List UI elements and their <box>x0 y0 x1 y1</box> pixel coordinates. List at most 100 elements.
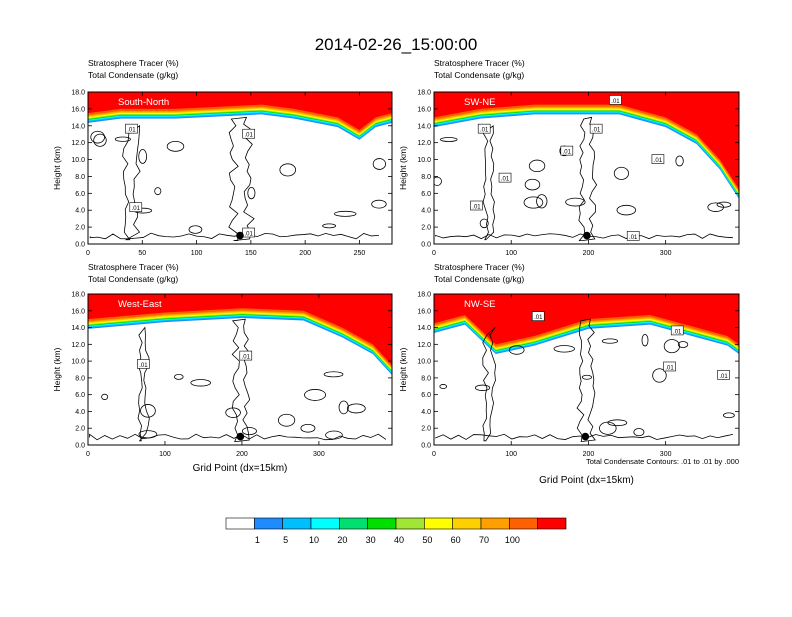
colorbar-label: 40 <box>394 535 404 545</box>
contour-blob <box>247 186 256 200</box>
contour-label-box <box>531 311 545 321</box>
contour-label: .01 <box>242 355 251 361</box>
contour-label-box <box>470 200 483 211</box>
x-tick-label: 100 <box>191 250 203 257</box>
contour-blob <box>474 384 491 391</box>
contour-blob <box>528 159 546 173</box>
y-tick-label: 2.0 <box>75 225 85 232</box>
y-tick-label: 14.0 <box>417 325 431 332</box>
panel-sw-ne: .01 .01 .01 .01 .01 .01 .01 .01 0.0 2.0 4.0 6.0 8.0 1… <box>398 58 740 257</box>
panel-title-line1: Stratosphere Tracer (%) <box>88 58 179 68</box>
contour-label-box <box>242 128 255 139</box>
y-tick-label: 4.0 <box>421 409 431 416</box>
y-tick-label: 18.0 <box>417 292 431 299</box>
colorbar-swatch <box>310 517 340 530</box>
y-tick-label: 2.0 <box>421 225 431 232</box>
contour-label: .01 <box>629 235 638 241</box>
location-marker <box>236 231 244 240</box>
y-tick-label: 10.0 <box>417 359 431 366</box>
contour-blob <box>173 374 184 380</box>
contour-lowlevel <box>89 433 387 441</box>
condensate-contours <box>435 318 735 443</box>
contour-column <box>578 116 598 242</box>
y-tick-label: 10.0 <box>417 157 431 164</box>
condensate-contours <box>89 116 387 242</box>
colorbar-swatch <box>254 517 283 530</box>
y-tick-label: 18.0 <box>71 292 85 299</box>
contour-label-box <box>239 350 253 361</box>
contour-blob <box>565 197 586 207</box>
contour-blob <box>304 389 327 401</box>
y-tick-label: 14.0 <box>417 123 431 130</box>
contour-label-box <box>626 231 640 241</box>
tracer-field <box>434 294 739 443</box>
contour-blob <box>479 218 489 229</box>
contour-blob <box>633 428 645 437</box>
tracer-field <box>88 294 392 443</box>
contour-blob <box>652 368 667 383</box>
panel-title-line2: Total Condensate (g/kg) <box>88 70 178 80</box>
y-tick-label: 12.0 <box>71 342 85 349</box>
contour-blob <box>536 194 548 209</box>
y-tick-label: 16.0 <box>71 106 85 113</box>
colorbar-swatch <box>282 517 312 530</box>
y-axis-label: Height (km) <box>398 347 408 391</box>
contour-blob <box>371 199 387 209</box>
contour-blob <box>241 427 257 436</box>
y-tick-label: 16.0 <box>71 308 85 315</box>
contour-blob <box>93 133 107 147</box>
panel-west-east: .01 .01 0.0 2.0 4.0 6.0 8.0 10.0 12.0 14.0 16.0 18.… <box>52 262 393 474</box>
y-tick-label: 6.0 <box>75 191 85 198</box>
contour-label: .01 <box>534 315 543 321</box>
x-tick-label: 50 <box>138 250 146 257</box>
tracer-band <box>88 294 392 366</box>
contour-label-box <box>609 95 622 105</box>
colorbar-swatch <box>537 517 567 530</box>
condensate-contours <box>89 318 387 443</box>
contour-blob <box>616 204 637 216</box>
y-axis-label: Height (km) <box>52 347 62 391</box>
contour-blob <box>140 404 156 418</box>
x-tick-label: 200 <box>236 451 248 458</box>
y-tick-label: 12.0 <box>71 140 85 147</box>
colorbar-label: 50 <box>422 535 432 545</box>
contour-label-box <box>670 325 684 336</box>
plot-frame <box>433 293 740 446</box>
x-tick-label: 0 <box>432 451 436 458</box>
colorbar-label: 20 <box>337 535 347 545</box>
contour-blob <box>723 412 735 419</box>
panel-south-north: .01 .01 .01 .01 0.0 2.0 4.0 6.0 8.0 10.0 12.0 14.0 1… <box>52 58 393 257</box>
contour-lowlevel <box>435 433 734 440</box>
x-tick-label: 200 <box>299 250 311 257</box>
contour-label-box <box>498 172 512 183</box>
tracer-core <box>88 294 392 359</box>
contour-blob <box>322 223 337 229</box>
tracer-field <box>88 92 392 242</box>
colorbar-swatch <box>452 517 482 530</box>
contour-blob <box>523 196 544 209</box>
colorbar-label: 10 <box>309 535 319 545</box>
contour-blob <box>553 345 575 353</box>
contour-label-box <box>589 123 603 134</box>
plot-frame <box>87 91 393 245</box>
contour-label: .01 <box>472 205 481 211</box>
x-tick-label: 100 <box>505 250 517 257</box>
contour-blob <box>279 163 297 177</box>
contour-label: .01 <box>127 128 136 134</box>
panel-title-line1: Stratosphere Tracer (%) <box>88 262 179 272</box>
y-tick-label: 12.0 <box>417 140 431 147</box>
contour-blob <box>166 141 185 152</box>
panel-title-line2: Total Condensate (g/kg) <box>434 70 524 80</box>
y-tick-label: 16.0 <box>417 106 431 113</box>
x-tick-label: 300 <box>660 250 672 257</box>
contour-blob <box>613 166 629 180</box>
contour-blob <box>188 225 203 234</box>
panel-title-line2: Total Condensate (g/kg) <box>434 274 524 284</box>
colorbar-label: 100 <box>505 535 520 545</box>
panels-group: .01 .01 .01 .01 0.0 2.0 4.0 6.0 8.0 10.0 12.0 14.0 1… <box>52 58 740 486</box>
contour-lowlevel <box>435 233 733 240</box>
contour-blob <box>372 158 386 170</box>
y-axis-label: Height (km) <box>52 146 62 190</box>
x-tick-label: 100 <box>159 451 171 458</box>
